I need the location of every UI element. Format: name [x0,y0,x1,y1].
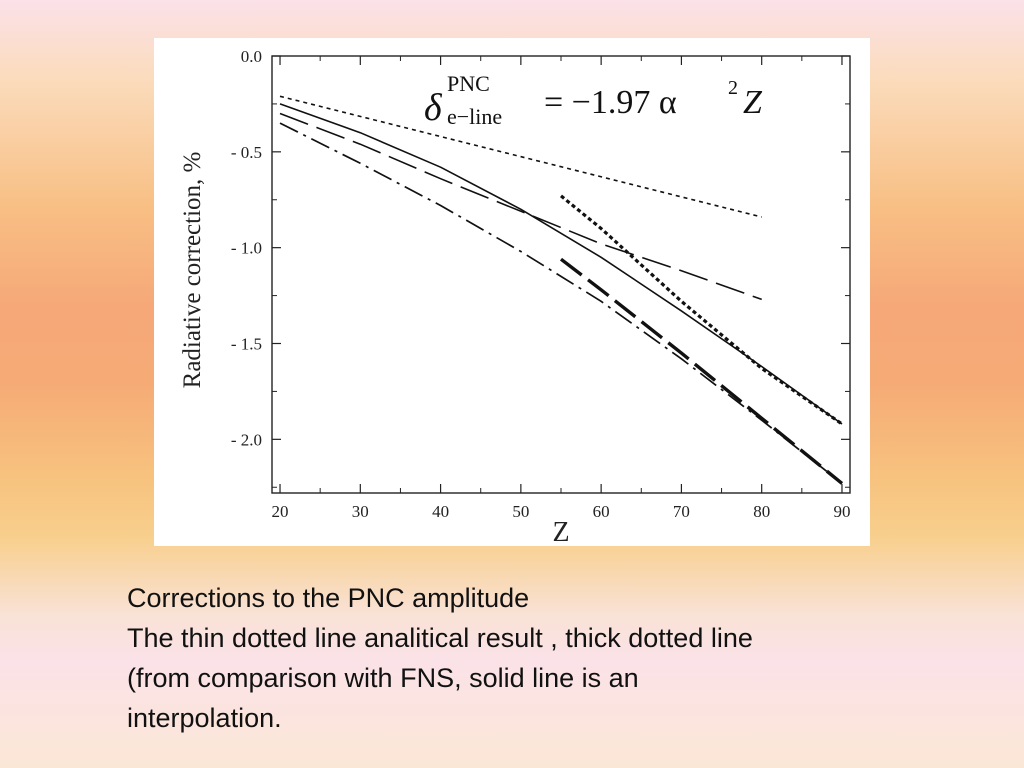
plot-frame [271,55,851,494]
x-axis-label: Z [552,517,569,546]
caption-line-3: (from comparison with FNS, solid line is… [127,663,639,693]
x-tick-label: 60 [593,502,610,521]
series-line-long-dash [279,112,762,301]
x-tick-label: 70 [673,502,690,521]
chart-figure: 20 30 40 50 60 70 80 90 0.0- 0.5- 1.0- 1.5- 2.0 … [154,38,870,546]
formula-annotation: δ PNC e−line = −1.97 α 2 Z [424,71,763,129]
caption-line-2: The thin dotted line analitical result ,… [127,623,753,653]
formula-power: 2 [728,77,738,99]
series-line-solid [279,103,843,425]
series-line-thick-dash [559,257,844,485]
y-tick-label: 0.0 [241,47,262,66]
series-line-thin-dotted [279,95,762,218]
formula-delta: δ [424,87,443,129]
caption-line-1: Corrections to the PNC amplitude [127,583,530,613]
x-tick-label: 40 [432,502,449,521]
chart-svg: 20 30 40 50 60 70 80 900.0- 0.5- 1.0- 1.5- 2.0 … [179,47,851,546]
x-tick-label: 90 [833,502,850,521]
y-tick-label: - 1.0 [231,239,262,258]
y-tick-label: - 0.5 [231,143,262,162]
x-tick-label: 50 [512,502,529,521]
formula-rhs: = −1.97 α [544,84,677,121]
y-tick-label: - 2.0 [231,430,262,449]
x-tick-label: 20 [272,502,289,521]
series-line-thick-dotted [559,194,843,426]
formula-superscript: PNC [447,71,490,96]
y-axis-label: Radiative correction, % [179,152,206,389]
x-tick-label: 80 [753,502,770,521]
x-tick-label: 30 [352,502,369,521]
formula-subscript: e−line [447,104,502,129]
y-tick-label: - 1.5 [231,335,262,354]
series-line-dash-dot [279,122,843,485]
caption: Corrections to the PNC amplitude The thi… [127,578,987,738]
caption-line-4: interpolation. [127,703,282,733]
formula-variable: Z [743,84,763,121]
